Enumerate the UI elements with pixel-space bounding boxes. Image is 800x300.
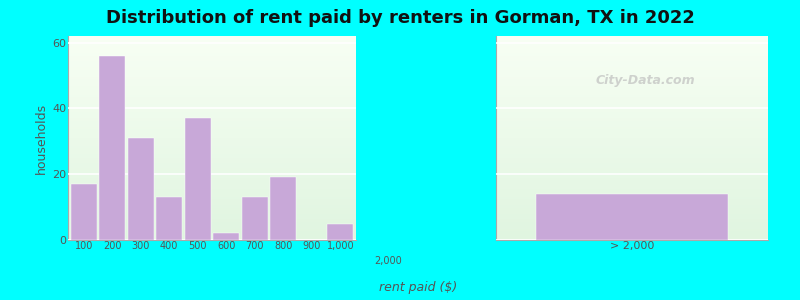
Bar bbox=[156, 197, 182, 240]
Text: City-Data.com: City-Data.com bbox=[596, 74, 695, 87]
Bar bbox=[213, 233, 239, 240]
Text: Distribution of rent paid by renters in Gorman, TX in 2022: Distribution of rent paid by renters in … bbox=[106, 9, 694, 27]
Text: 2,000: 2,000 bbox=[374, 256, 402, 266]
Bar bbox=[536, 194, 728, 240]
Bar bbox=[70, 184, 97, 240]
Bar bbox=[99, 56, 126, 240]
Bar bbox=[127, 138, 154, 240]
Bar bbox=[270, 178, 297, 240]
Y-axis label: households: households bbox=[35, 102, 48, 174]
Bar bbox=[327, 224, 354, 240]
Text: rent paid ($): rent paid ($) bbox=[379, 281, 457, 294]
Bar bbox=[185, 118, 211, 240]
Bar bbox=[242, 197, 268, 240]
